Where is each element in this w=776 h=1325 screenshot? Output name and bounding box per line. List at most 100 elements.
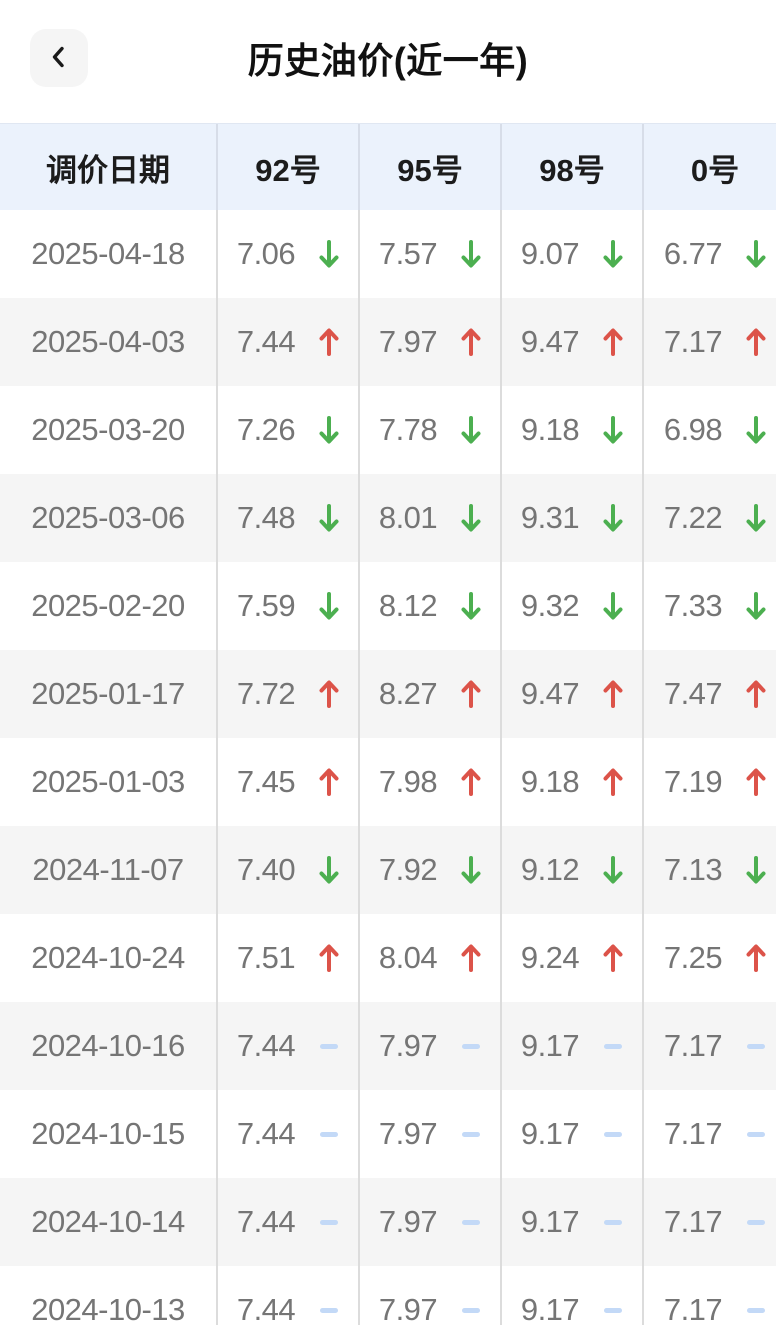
price-history-table: 调价日期 92号 95号 98号 0号 2025-04-18 7.06 7.57… bbox=[0, 123, 776, 1325]
back-button[interactable] bbox=[30, 29, 88, 87]
price-value: 9.07 bbox=[520, 236, 580, 271]
table-body[interactable]: 2025-04-18 7.06 7.57 9.07 6.77 2025-04-0… bbox=[0, 210, 776, 1325]
price-cell-98: 9.32 bbox=[502, 562, 644, 650]
price-cell-92: 7.44 bbox=[218, 1002, 360, 1090]
date-cell: 2025-04-03 bbox=[0, 298, 218, 386]
up-arrow-icon bbox=[603, 767, 623, 797]
price-value: 7.17 bbox=[663, 1028, 723, 1063]
down-arrow-icon bbox=[461, 855, 481, 885]
price-cell-98: 9.18 bbox=[502, 386, 644, 474]
price-cell-98: 9.24 bbox=[502, 914, 644, 1002]
flat-dash-icon bbox=[319, 1295, 339, 1325]
column-header-95: 95号 bbox=[360, 124, 502, 210]
flat-dash-icon bbox=[746, 1207, 766, 1237]
down-arrow-icon bbox=[461, 503, 481, 533]
up-arrow-icon bbox=[603, 943, 623, 973]
price-cell-95: 7.98 bbox=[360, 738, 502, 826]
up-arrow-icon bbox=[461, 943, 481, 973]
price-value: 7.33 bbox=[663, 588, 723, 623]
page-title: 历史油价(近一年) bbox=[247, 40, 529, 81]
price-value: 8.01 bbox=[378, 500, 438, 535]
price-value: 7.17 bbox=[663, 1292, 723, 1325]
price-cell-98: 9.47 bbox=[502, 298, 644, 386]
chevron-left-icon bbox=[45, 43, 73, 74]
date-cell: 2025-02-20 bbox=[0, 562, 218, 650]
price-value: 7.45 bbox=[236, 764, 296, 799]
price-cell-92: 7.45 bbox=[218, 738, 360, 826]
flat-dash-icon bbox=[746, 1295, 766, 1325]
price-value: 7.44 bbox=[236, 1116, 296, 1151]
flat-dash-icon bbox=[746, 1031, 766, 1061]
date-cell: 2024-11-07 bbox=[0, 826, 218, 914]
up-arrow-icon bbox=[461, 767, 481, 797]
up-arrow-icon bbox=[319, 943, 339, 973]
price-cell-0: 7.17 bbox=[644, 298, 776, 386]
price-value: 7.51 bbox=[236, 940, 296, 975]
up-arrow-icon bbox=[603, 327, 623, 357]
table-row: 2025-01-17 7.72 8.27 9.47 7.47 bbox=[0, 650, 776, 738]
down-arrow-icon bbox=[746, 239, 766, 269]
table-row: 2025-04-03 7.44 7.97 9.47 7.17 bbox=[0, 298, 776, 386]
price-value: 9.17 bbox=[520, 1028, 580, 1063]
date-cell: 2024-10-14 bbox=[0, 1178, 218, 1266]
price-cell-0: 6.98 bbox=[644, 386, 776, 474]
date-cell: 2024-10-24 bbox=[0, 914, 218, 1002]
down-arrow-icon bbox=[746, 503, 766, 533]
price-value: 8.27 bbox=[378, 676, 438, 711]
down-arrow-icon bbox=[746, 855, 766, 885]
date-cell: 2024-10-16 bbox=[0, 1002, 218, 1090]
price-cell-95: 7.97 bbox=[360, 1090, 502, 1178]
price-value: 7.40 bbox=[236, 852, 296, 887]
column-header-92: 92号 bbox=[218, 124, 360, 210]
price-cell-98: 9.31 bbox=[502, 474, 644, 562]
price-cell-95: 7.97 bbox=[360, 298, 502, 386]
up-arrow-icon bbox=[603, 679, 623, 709]
price-cell-0: 6.77 bbox=[644, 210, 776, 298]
flat-dash-icon bbox=[603, 1207, 623, 1237]
table-row: 2025-03-06 7.48 8.01 9.31 7.22 bbox=[0, 474, 776, 562]
price-cell-95: 7.78 bbox=[360, 386, 502, 474]
table-row: 2024-10-15 7.44 7.97 9.17 7.17 bbox=[0, 1090, 776, 1178]
down-arrow-icon bbox=[319, 415, 339, 445]
table-row: 2024-11-07 7.40 7.92 9.12 7.13 bbox=[0, 826, 776, 914]
date-cell: 2024-10-15 bbox=[0, 1090, 218, 1178]
table-row: 2025-03-20 7.26 7.78 9.18 6.98 bbox=[0, 386, 776, 474]
price-cell-0: 7.47 bbox=[644, 650, 776, 738]
price-value: 7.17 bbox=[663, 1204, 723, 1239]
down-arrow-icon bbox=[461, 415, 481, 445]
price-value: 7.97 bbox=[378, 1204, 438, 1239]
price-cell-92: 7.44 bbox=[218, 1090, 360, 1178]
price-cell-95: 7.97 bbox=[360, 1178, 502, 1266]
price-value: 7.26 bbox=[236, 412, 296, 447]
table-row: 2024-10-13 7.44 7.97 9.17 7.17 bbox=[0, 1266, 776, 1325]
price-value: 7.19 bbox=[663, 764, 723, 799]
price-value: 6.98 bbox=[663, 412, 723, 447]
price-value: 7.48 bbox=[236, 500, 296, 535]
down-arrow-icon bbox=[603, 591, 623, 621]
price-cell-95: 8.27 bbox=[360, 650, 502, 738]
flat-dash-icon bbox=[603, 1031, 623, 1061]
down-arrow-icon bbox=[319, 591, 339, 621]
up-arrow-icon bbox=[746, 327, 766, 357]
price-value: 8.12 bbox=[378, 588, 438, 623]
price-value: 7.44 bbox=[236, 1292, 296, 1325]
down-arrow-icon bbox=[603, 239, 623, 269]
price-cell-98: 9.47 bbox=[502, 650, 644, 738]
price-value: 9.47 bbox=[520, 676, 580, 711]
price-cell-0: 7.22 bbox=[644, 474, 776, 562]
column-header-98: 98号 bbox=[502, 124, 644, 210]
price-cell-98: 9.07 bbox=[502, 210, 644, 298]
price-value: 9.12 bbox=[520, 852, 580, 887]
up-arrow-icon bbox=[461, 327, 481, 357]
up-arrow-icon bbox=[461, 679, 481, 709]
down-arrow-icon bbox=[746, 415, 766, 445]
price-value: 9.24 bbox=[520, 940, 580, 975]
down-arrow-icon bbox=[461, 591, 481, 621]
price-value: 7.59 bbox=[236, 588, 296, 623]
column-header-0: 0号 bbox=[690, 152, 740, 188]
price-cell-98: 9.17 bbox=[502, 1266, 644, 1325]
price-cell-0: 7.17 bbox=[644, 1090, 776, 1178]
price-value: 7.47 bbox=[663, 676, 723, 711]
price-value: 9.18 bbox=[520, 412, 580, 447]
table-row: 2024-10-14 7.44 7.97 9.17 7.17 bbox=[0, 1178, 776, 1266]
